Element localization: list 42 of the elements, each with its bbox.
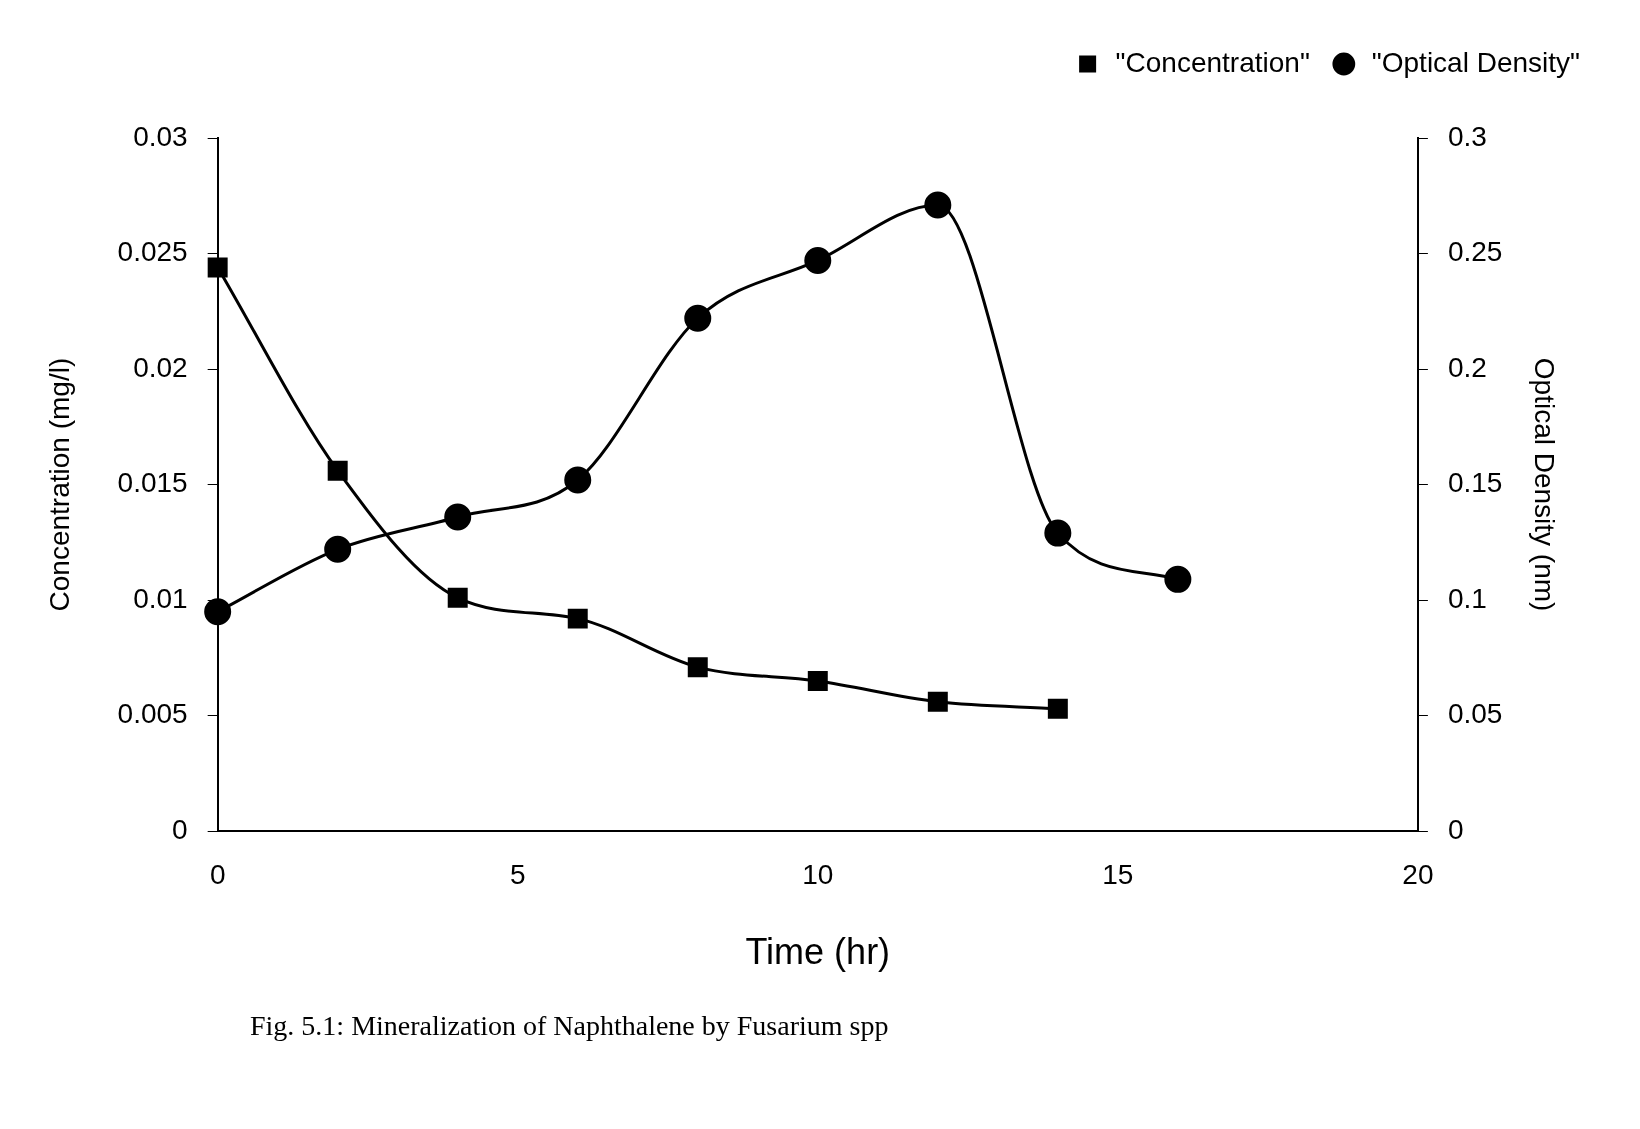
y2-tick-label: 0.2 [1447, 351, 1487, 383]
x-tick-label: 10 [802, 858, 834, 890]
x-tick-label: 20 [1402, 858, 1434, 890]
point [324, 535, 352, 563]
y2-tick-label: 0.15 [1447, 467, 1503, 499]
point [1044, 519, 1072, 547]
point [804, 246, 832, 274]
y-tick-label: 0.025 [117, 236, 188, 268]
point [567, 608, 588, 629]
y2-axis-title: Optical Density (nm) [1529, 357, 1561, 612]
point [444, 503, 472, 531]
y2-tick-label: 0.3 [1447, 120, 1487, 152]
x-tick-label: 0 [209, 858, 226, 890]
x-tick-label: 15 [1102, 858, 1134, 890]
y2-tick-label: 0.1 [1447, 582, 1487, 614]
point [687, 657, 708, 678]
y-axis-title: Concentration (mg/l) [43, 357, 75, 612]
caption: Fig. 5.1: Mineralization of Naphthalene by Fusarium spp [250, 1010, 889, 1042]
point [327, 460, 348, 481]
point [807, 671, 828, 691]
point [684, 304, 712, 332]
y2-tick-label: 0.05 [1447, 698, 1503, 730]
y-tick-label: 0.005 [117, 698, 188, 730]
y-tick-label: 0 [172, 813, 188, 845]
y-tick-label: 0.01 [133, 582, 188, 614]
point [447, 587, 468, 608]
y-tick-label: 0.02 [133, 351, 188, 383]
x-axis-title: Time (hr) [745, 931, 891, 973]
point [204, 598, 232, 626]
point [1047, 698, 1068, 719]
point [924, 191, 952, 219]
legend-label: "Optical Density" [1371, 46, 1580, 78]
legend-label: "Concentration" [1115, 46, 1310, 78]
point [207, 257, 228, 278]
y2-tick-label: 0 [1447, 813, 1464, 845]
y2-tick-label: 0.25 [1447, 236, 1503, 268]
x-tick-label: 5 [509, 858, 526, 890]
y-tick-label: 0.015 [117, 467, 188, 499]
point [1164, 565, 1192, 593]
point [564, 466, 592, 494]
y-tick-label: 0.03 [133, 120, 188, 152]
point [927, 691, 948, 712]
